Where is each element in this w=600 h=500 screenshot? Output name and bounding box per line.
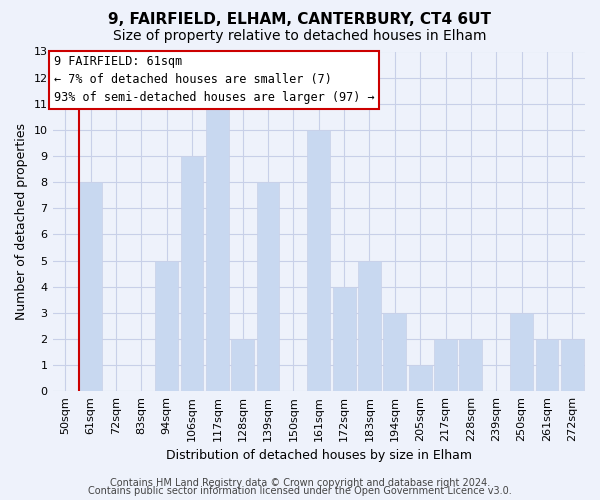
Bar xyxy=(79,182,102,391)
Y-axis label: Number of detached properties: Number of detached properties xyxy=(15,123,28,320)
Bar xyxy=(257,182,280,391)
Bar xyxy=(383,313,406,391)
Bar xyxy=(409,365,431,391)
X-axis label: Distribution of detached houses by size in Elham: Distribution of detached houses by size … xyxy=(166,450,472,462)
Bar xyxy=(536,339,559,391)
Bar xyxy=(333,286,356,391)
Bar xyxy=(561,339,584,391)
Bar xyxy=(155,260,178,391)
Bar xyxy=(460,339,482,391)
Bar xyxy=(307,130,330,391)
Bar xyxy=(231,339,254,391)
Text: Contains public sector information licensed under the Open Government Licence v3: Contains public sector information licen… xyxy=(88,486,512,496)
Bar xyxy=(358,260,381,391)
Text: Contains HM Land Registry data © Crown copyright and database right 2024.: Contains HM Land Registry data © Crown c… xyxy=(110,478,490,488)
Bar xyxy=(206,104,229,391)
Bar xyxy=(510,313,533,391)
Bar xyxy=(181,156,203,391)
Bar xyxy=(434,339,457,391)
Text: 9, FAIRFIELD, ELHAM, CANTERBURY, CT4 6UT: 9, FAIRFIELD, ELHAM, CANTERBURY, CT4 6UT xyxy=(109,12,491,28)
Text: Size of property relative to detached houses in Elham: Size of property relative to detached ho… xyxy=(113,29,487,43)
Text: 9 FAIRFIELD: 61sqm
← 7% of detached houses are smaller (7)
93% of semi-detached : 9 FAIRFIELD: 61sqm ← 7% of detached hous… xyxy=(54,56,374,104)
